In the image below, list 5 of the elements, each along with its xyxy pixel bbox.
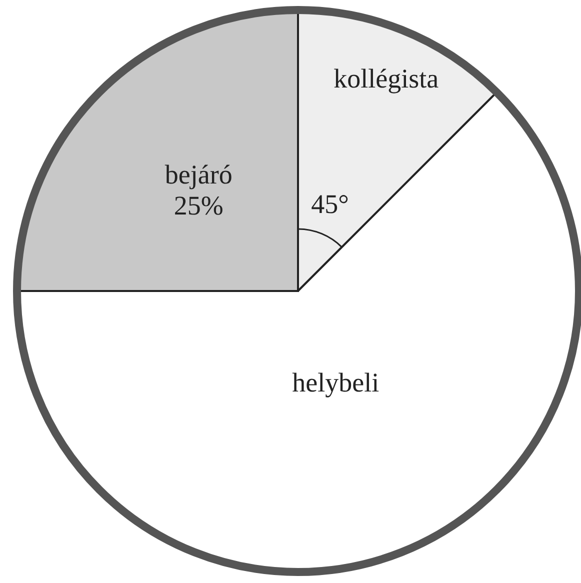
text: 45°	[311, 189, 349, 219]
slice-label: kollégista	[334, 64, 439, 94]
data-label: 25%	[174, 190, 224, 221]
slice-label: helybeli	[292, 367, 380, 398]
slice-label: bejáró	[164, 160, 232, 190]
